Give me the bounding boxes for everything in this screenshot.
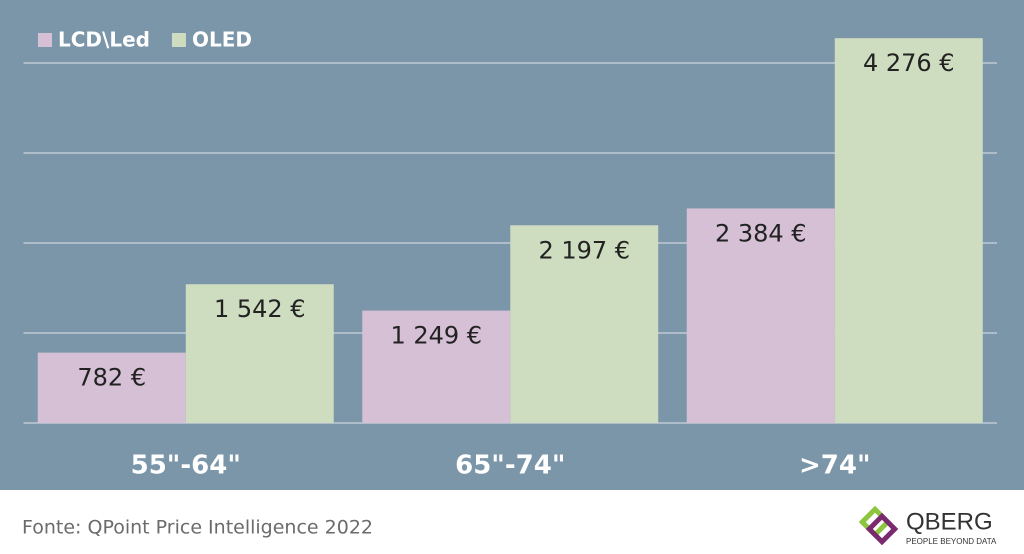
value-label: 4 276 € [863,49,955,77]
legend-label: OLED [192,28,252,52]
logo-tagline: PEOPLE BEYOND DATA [906,537,997,546]
logo-name: QBERG [906,508,993,535]
x-tick-label: >74" [799,451,871,481]
logo-mark [865,512,899,546]
bar [37,352,186,423]
bar [362,310,511,423]
bar [834,38,983,423]
x-tick-label: 65"-74" [455,451,565,481]
bar [686,208,835,423]
value-label: 1 542 € [214,295,306,323]
value-label: 1 249 € [390,322,482,350]
value-label: 2 197 € [538,236,630,264]
legend-swatch [38,33,52,47]
value-label: 2 384 € [715,219,807,247]
legend-swatch [171,33,186,47]
logo: QBERG PEOPLE BEYOND DATA [858,505,997,546]
x-tick-label: 55"-64" [131,451,241,481]
value-label: 782 € [77,364,146,392]
bar [185,284,334,423]
legend-label: LCD\Led [58,28,150,52]
source-note: Fonte: QPoint Price Intelligence 2022 [22,517,373,539]
bar [510,225,659,423]
